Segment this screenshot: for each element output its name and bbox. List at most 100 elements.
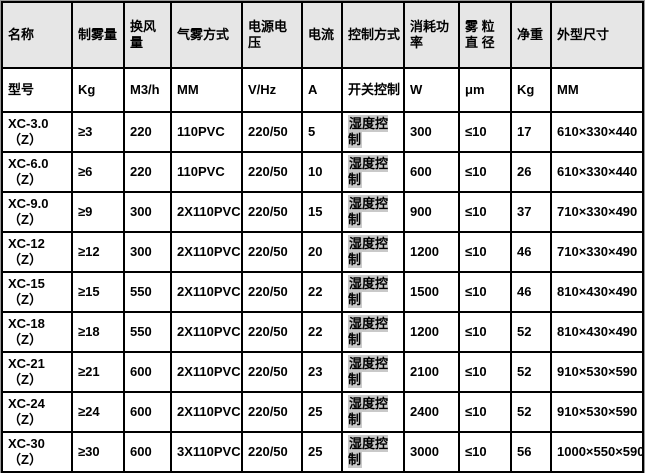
cell-net-weight: 56 <box>510 431 552 473</box>
unit-air-exchange: M3/h <box>123 67 172 113</box>
cell-control-mode: 湿度控制 <box>341 231 405 273</box>
cell-current: 10 <box>301 151 343 193</box>
col-header-fog-capacity: 制雾量 <box>71 1 125 69</box>
cell-control-mode: 湿度控制 <box>341 191 405 233</box>
cell-voltage: 220/50 <box>241 111 303 153</box>
cell-air-exchange: 300 <box>123 191 172 233</box>
col-header-name: 名称 <box>1 1 73 69</box>
cell-air-exchange: 600 <box>123 431 172 473</box>
col-header-control-mode: 控制方式 <box>341 1 405 69</box>
cell-voltage: 220/50 <box>241 191 303 233</box>
cell-air-exchange: 600 <box>123 351 172 393</box>
cell-aerosol-type: 3X110PVC <box>170 431 243 473</box>
col-header-air-exchange: 换风量 <box>123 1 172 69</box>
col-header-voltage: 电源电压 <box>241 1 303 69</box>
highlighted-control-mode-text: 湿度控制 <box>348 314 389 348</box>
cell-model: XC-3.0（Z） <box>1 111 73 153</box>
cell-fog-capacity: ≥15 <box>71 271 125 313</box>
cell-current: 25 <box>301 391 343 433</box>
cell-fog-capacity: ≥18 <box>71 311 125 353</box>
cell-aerosol-type: 2X110PVC <box>170 271 243 313</box>
cell-current: 5 <box>301 111 343 153</box>
cell-voltage: 220/50 <box>241 351 303 393</box>
table-row: XC-3.0（Z） ≥3 220 110PVC 220/50 5 湿度控制 300 ≤10 17 6… <box>1 111 644 153</box>
cell-power: 3000 <box>403 431 460 473</box>
cell-power: 2400 <box>403 391 460 433</box>
cell-air-exchange: 220 <box>123 151 172 193</box>
cell-power: 600 <box>403 151 460 193</box>
unit-current: A <box>301 67 343 113</box>
cell-dimensions: 910×530×590 <box>550 351 644 393</box>
cell-model: XC-15（Z） <box>1 271 73 313</box>
cell-particle-diameter: ≤10 <box>458 271 512 313</box>
cell-net-weight: 17 <box>510 111 552 153</box>
cell-control-mode: 湿度控制 <box>341 391 405 433</box>
cell-air-exchange: 220 <box>123 111 172 153</box>
cell-power: 1200 <box>403 231 460 273</box>
cell-model: XC-9.0（Z） <box>1 191 73 233</box>
col-header-current: 电流 <box>301 1 343 69</box>
unit-aerosol-type: MM <box>170 67 243 113</box>
cell-net-weight: 52 <box>510 391 552 433</box>
cell-dimensions: 810×430×490 <box>550 271 644 313</box>
highlighted-control-mode-text: 湿度控制 <box>348 154 389 188</box>
cell-aerosol-type: 110PVC <box>170 151 243 193</box>
cell-aerosol-type: 110PVC <box>170 111 243 153</box>
cell-dimensions: 710×330×490 <box>550 191 644 233</box>
cell-control-mode: 湿度控制 <box>341 311 405 353</box>
highlighted-control-mode-text: 湿度控制 <box>348 394 389 428</box>
cell-aerosol-type: 2X110PVC <box>170 191 243 233</box>
col-header-aerosol-type: 气雾方式 <box>170 1 243 69</box>
cell-current: 15 <box>301 191 343 233</box>
cell-particle-diameter: ≤10 <box>458 311 512 353</box>
cell-air-exchange: 550 <box>123 271 172 313</box>
cell-fog-capacity: ≥6 <box>71 151 125 193</box>
cell-model: XC-21（Z） <box>1 351 73 393</box>
col-header-power: 消耗功率 <box>403 1 460 69</box>
cell-particle-diameter: ≤10 <box>458 431 512 473</box>
cell-current: 22 <box>301 311 343 353</box>
cell-voltage: 220/50 <box>241 151 303 193</box>
cell-control-mode: 湿度控制 <box>341 111 405 153</box>
cell-voltage: 220/50 <box>241 431 303 473</box>
cell-dimensions: 610×330×440 <box>550 111 644 153</box>
cell-control-mode: 湿度控制 <box>341 151 405 193</box>
cell-particle-diameter: ≤10 <box>458 151 512 193</box>
table-row: XC-15（Z） ≥15 550 2X110PVC 220/50 22 湿度控制 1500 ≤1… <box>1 271 644 313</box>
cell-model: XC-24（Z） <box>1 391 73 433</box>
cell-control-mode: 湿度控制 <box>341 431 405 473</box>
cell-fog-capacity: ≥9 <box>71 191 125 233</box>
unit-power: W <box>403 67 460 113</box>
cell-particle-diameter: ≤10 <box>458 391 512 433</box>
cell-voltage: 220/50 <box>241 391 303 433</box>
table-row: XC-18（Z） ≥18 550 2X110PVC 220/50 22 湿度控制 1200 ≤1… <box>1 311 644 353</box>
cell-net-weight: 46 <box>510 271 552 313</box>
cell-fog-capacity: ≥24 <box>71 391 125 433</box>
cell-net-weight: 46 <box>510 231 552 273</box>
cell-aerosol-type: 2X110PVC <box>170 311 243 353</box>
cell-fog-capacity: ≥21 <box>71 351 125 393</box>
cell-dimensions: 710×330×490 <box>550 231 644 273</box>
cell-model: XC-12（Z） <box>1 231 73 273</box>
cell-model: XC-6.0（Z） <box>1 151 73 193</box>
unit-model: 型号 <box>1 67 73 113</box>
unit-dimensions: MM <box>550 67 644 113</box>
cell-current: 22 <box>301 271 343 313</box>
cell-dimensions: 810×430×490 <box>550 311 644 353</box>
table-row: XC-9.0（Z） ≥9 300 2X110PVC 220/50 15 湿度控制 900 ≤10… <box>1 191 644 233</box>
cell-aerosol-type: 2X110PVC <box>170 351 243 393</box>
table-row: XC-24（Z） ≥24 600 2X110PVC 220/50 25 湿度控制 2400 ≤1… <box>1 391 644 433</box>
cell-net-weight: 52 <box>510 351 552 393</box>
cell-power: 1500 <box>403 271 460 313</box>
cell-power: 900 <box>403 191 460 233</box>
cell-voltage: 220/50 <box>241 231 303 273</box>
cell-fog-capacity: ≥30 <box>71 431 125 473</box>
table-row: XC-6.0（Z） ≥6 220 110PVC 220/50 10 湿度控制 600 ≤10 26… <box>1 151 644 193</box>
cell-particle-diameter: ≤10 <box>458 191 512 233</box>
cell-fog-capacity: ≥12 <box>71 231 125 273</box>
cell-voltage: 220/50 <box>241 311 303 353</box>
highlighted-control-mode-text: 湿度控制 <box>348 274 389 308</box>
cell-voltage: 220/50 <box>241 271 303 313</box>
